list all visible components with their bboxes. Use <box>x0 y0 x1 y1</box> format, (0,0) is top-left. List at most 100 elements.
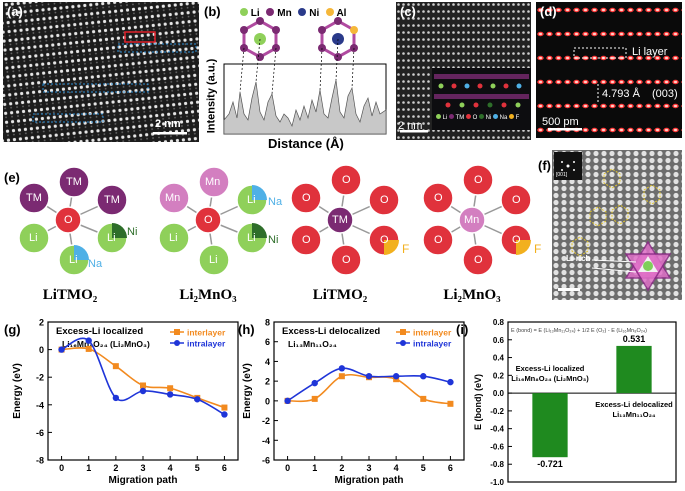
data-point-intralayer <box>392 373 400 380</box>
structure-name-3: LiTMO₂ <box>312 287 368 303</box>
panel-b-legend: Li Mn Ni Al <box>240 8 346 19</box>
panel-c-lattice <box>396 2 531 140</box>
legend-li-icon <box>240 8 248 16</box>
panel-e-atom-labels: TM TM TM Li Li Li O Na Ni Mn Mn Li Li Li… <box>10 160 550 280</box>
data-point-intralayer <box>166 391 174 398</box>
panel-c-legend: Li TM O Ni Na F <box>436 114 519 121</box>
panel-g-label: (g) <box>4 322 21 337</box>
plot-frame <box>507 321 677 483</box>
y-tick-label: -8 <box>36 456 44 466</box>
legend-al-label: Al <box>336 8 347 19</box>
legend-al-icon <box>326 8 335 16</box>
structure-litmo2-tm-center <box>290 164 400 276</box>
atom-model <box>434 74 529 108</box>
s2-extra-ni: Ni <box>268 234 279 246</box>
s4-n1: O <box>474 174 483 186</box>
y-axis-label: Energy (eV) <box>242 363 253 419</box>
x-tick-label: 0 <box>285 463 290 473</box>
s3-n3: O <box>302 234 311 246</box>
panel-b-line-profile: (b) Li Mn Ni Al I <box>202 2 392 154</box>
s1-n4: Li <box>69 254 78 266</box>
chart-subtitle: Li₁₆Mn₈O₂₄ (Li₂MnO₃) <box>62 339 150 349</box>
y-tick-label: 8 <box>265 318 270 328</box>
structure-name-4: Li₂MnO₃ <box>443 287 501 303</box>
s3-n4: O <box>342 254 351 266</box>
s2-n1: Mn <box>205 176 221 188</box>
s3-n2: O <box>380 194 389 206</box>
panel-d-layer-label: Li layer <box>632 46 668 58</box>
legend-marker <box>400 340 406 346</box>
y-tick-label: 0.0 <box>493 389 505 398</box>
structure-litmo2-o-center <box>18 166 128 276</box>
legend-label: interlayer <box>413 328 452 338</box>
y-tick-label: 6 <box>265 337 270 347</box>
x-tick-label: 5 <box>195 463 200 473</box>
panel-i-label: (i) <box>456 322 469 337</box>
s4-n5: O <box>512 234 521 246</box>
bar-category-label: Li₁₆Mn₈O₂₄ (Li₂MnO₃) <box>511 374 589 383</box>
y-tick-label: -2 <box>36 373 44 383</box>
bar-value-label: -0.721 <box>537 459 563 469</box>
legend-label: interlayer <box>187 328 226 338</box>
y-axis-label: Energy (eV) <box>12 363 23 419</box>
legend-c-tm-icon <box>449 114 455 119</box>
s1-n2: TM <box>104 194 120 206</box>
chart-i: 0.8 0.6 0.4 0.2 0.0 -0.2 -0.4 -0.6 -0.8 -1.0 E (bo… <box>473 318 677 487</box>
legend-c-f: F <box>515 115 520 121</box>
bar <box>616 345 652 394</box>
x-tick-label: 1 <box>312 463 317 473</box>
x-tick-label: 2 <box>113 463 118 473</box>
y-tick-label: 0.4 <box>493 354 505 363</box>
s4-n0: O <box>434 192 443 204</box>
guide-lines <box>239 38 355 95</box>
s4-n4: O <box>474 254 483 266</box>
y-tick-label: -0.4 <box>490 425 504 434</box>
panel-f-annotation: Li-rich <box>566 254 591 263</box>
panel-e-label: (e) <box>4 170 20 185</box>
s3-n5: O <box>380 234 389 246</box>
data-point-interlayer <box>167 385 174 392</box>
s4-center: Mn <box>464 214 480 226</box>
data-point-intralayer <box>85 337 92 344</box>
panel-a-scalebar: 2 nm <box>155 118 181 130</box>
intensity-profile <box>223 79 387 135</box>
y-tick-label: 0 <box>39 345 44 355</box>
data-point-interlayer <box>420 395 427 402</box>
legend-marker <box>400 329 406 335</box>
y-tick-label: -6 <box>262 456 270 466</box>
s4-extra-f: F <box>534 242 542 256</box>
legend-ni-label: Ni <box>309 8 320 19</box>
s1-extra-na: Na <box>88 258 103 270</box>
panel-c-scalebar: 2 nm <box>398 120 423 132</box>
legend-marker <box>174 329 180 335</box>
legend-c-li-icon <box>436 114 441 119</box>
y-tick-label: 0.2 <box>493 371 505 380</box>
structure-li2mno3-mn-center <box>422 164 532 276</box>
s1-n1: TM <box>66 176 82 188</box>
x-tick-label: 2 <box>339 463 344 473</box>
panel-f-label: (f) <box>538 158 551 173</box>
data-point-interlayer <box>85 345 92 352</box>
panel-d-spacing: 4.793 Å <box>602 88 640 100</box>
x-tick-label: 1 <box>86 463 91 473</box>
chart-h: 8 6 4 2 0 -2 -4 -6 0 1 2 3 4 5 6 Migration path Energy (… <box>242 318 465 486</box>
chart-g: 2 0 -2 -4 -6 -8 0 1 2 3 4 5 6 Migration path Energy (e… <box>12 318 239 486</box>
legend-label: intralayer <box>187 339 226 349</box>
hexagram-overlay <box>624 240 672 292</box>
panel-d-plane: (003) <box>652 88 678 100</box>
x-tick-label: 6 <box>448 463 453 473</box>
y-tick-label: 0 <box>265 396 270 406</box>
data-point-interlayer <box>112 363 119 370</box>
x-tick-label: 5 <box>421 463 426 473</box>
data-point-intralayer <box>194 396 201 403</box>
x-tick-label: 4 <box>394 463 399 473</box>
legend-c-o: O <box>472 115 478 121</box>
legend-c-na-icon <box>492 114 498 119</box>
s2-n5: Li <box>247 232 256 244</box>
data-point-interlayer <box>140 382 146 389</box>
data-point-intralayer <box>447 378 454 386</box>
panel-c-stem-image: (c) 2 nm Li TM O Ni Na F <box>396 2 531 140</box>
s3-n0: O <box>302 192 311 204</box>
panel-f-stem-image: [001] Li-rich <box>552 150 682 300</box>
data-point-intralayer <box>139 387 147 395</box>
